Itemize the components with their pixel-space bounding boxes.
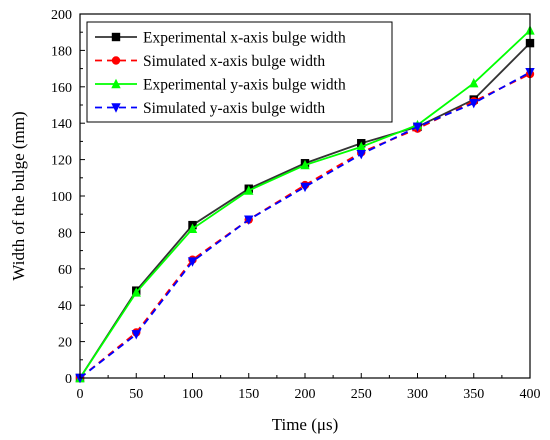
x-tick-label: 200 xyxy=(295,387,316,402)
legend-marker xyxy=(111,32,121,42)
x-tick-label: 0 xyxy=(77,387,84,402)
x-tick-label: 150 xyxy=(238,387,259,402)
y-tick-label: 0 xyxy=(65,372,72,387)
data-point xyxy=(356,149,366,160)
legend-label: Experimental x-axis bulge width xyxy=(143,30,346,47)
series-line xyxy=(79,71,531,379)
y-tick-label: 20 xyxy=(58,336,72,351)
y-axis: 0 20 40 60 80 100 120 140 160 180 200 xyxy=(51,8,85,387)
y-tick-label: 40 xyxy=(58,299,72,314)
x-tick-label: 300 xyxy=(407,387,428,402)
y-tick-label: 180 xyxy=(51,44,72,59)
legend-marker xyxy=(111,103,121,113)
data-point xyxy=(412,122,423,133)
data-point xyxy=(187,257,198,267)
legend-marker xyxy=(111,56,121,65)
data-point xyxy=(300,159,310,170)
y-tick-label: 140 xyxy=(51,117,72,132)
legend: Experimental x-axis bulge width Simulated… xyxy=(86,21,393,123)
legend-label: Experimental y-axis bulge width xyxy=(143,77,346,94)
legend-item: Simulated y-axis bulge width xyxy=(95,100,325,117)
x-tick-label: 50 xyxy=(129,387,143,402)
x-tick-label: 400 xyxy=(520,387,541,402)
legend-marker xyxy=(111,78,121,89)
y-tick-label: 160 xyxy=(51,81,72,96)
series-layer xyxy=(75,25,535,384)
y-axis-label: Width of the bulge (mm) xyxy=(9,111,28,280)
data-point xyxy=(469,77,479,88)
legend-label: Simulated y-axis bulge width xyxy=(143,100,325,117)
data-point xyxy=(469,98,479,109)
x-axis-label: Time (μs) xyxy=(272,415,339,434)
x-axis: 0 50 100 150 200 250 300 350 400 xyxy=(77,373,541,402)
data-point xyxy=(187,223,198,233)
legend-item: Simulated x-axis bulge width xyxy=(95,53,325,70)
data-point xyxy=(131,287,141,297)
y-tick-label: 100 xyxy=(51,190,72,205)
legend-box xyxy=(86,21,393,123)
x-tick-label: 100 xyxy=(182,387,203,402)
legend-item: Experimental y-axis bulge width xyxy=(95,77,346,94)
legend-label: Simulated x-axis bulge width xyxy=(143,53,325,70)
x-tick-label: 350 xyxy=(463,387,484,402)
legend-item: Experimental x-axis bulge width xyxy=(95,30,346,47)
x-tick-label: 250 xyxy=(351,387,372,402)
data-point xyxy=(131,330,141,340)
y-tick-label: 80 xyxy=(58,226,72,241)
y-tick-label: 120 xyxy=(51,154,72,169)
data-point xyxy=(244,215,254,225)
y-tick-label: 200 xyxy=(51,8,72,23)
data-point xyxy=(244,185,254,195)
data-point xyxy=(356,141,366,152)
y-tick-label: 60 xyxy=(58,263,72,278)
data-point xyxy=(300,182,310,193)
